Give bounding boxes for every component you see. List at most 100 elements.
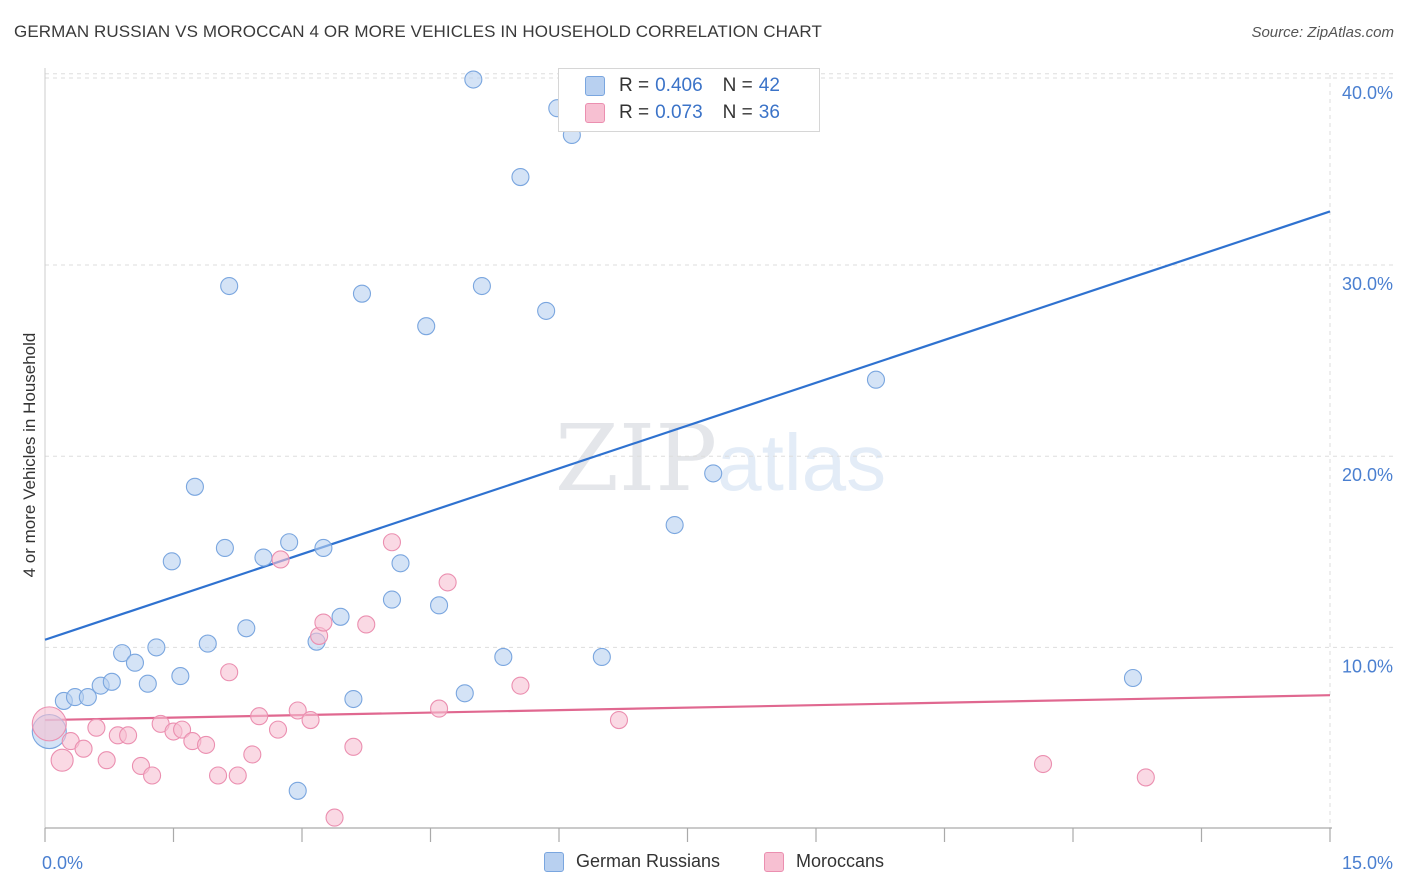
data-point-moroccans [31, 706, 67, 742]
data-point-moroccans [143, 766, 162, 785]
legend-n-label: N = [722, 75, 753, 96]
data-point-moroccans [609, 711, 629, 730]
data-point-moroccans [314, 613, 333, 632]
y-tick-label: 20.0% [1342, 465, 1393, 485]
data-point-german-russians [866, 370, 886, 389]
data-point-moroccans [208, 766, 228, 785]
data-point-moroccans [1033, 754, 1053, 774]
watermark: ZIPatlas [555, 405, 886, 512]
data-point-german-russians [138, 674, 157, 693]
watermark-zip: ZIP [555, 405, 718, 512]
data-point-german-russians [288, 781, 307, 800]
legend-n-value: 36 [758, 102, 780, 123]
data-point-german-russians [78, 688, 97, 707]
y-tick-label: 40.0% [1342, 83, 1393, 103]
legend-label-moroccans: Moroccans [796, 851, 885, 871]
data-point-german-russians [472, 276, 491, 296]
data-point-moroccans [301, 711, 320, 730]
legend-swatch-blue [585, 76, 605, 96]
legend-r-label: R = [619, 75, 650, 96]
data-point-moroccans [173, 720, 192, 739]
data-point-german-russians [1123, 668, 1143, 688]
legend-row-german-russians: R = 0.406 N = 42 [585, 73, 780, 99]
data-point-german-russians [455, 684, 474, 703]
data-point-german-russians [537, 301, 556, 320]
data-point-german-russians [344, 689, 363, 709]
legend-label-german-russians: German Russians [576, 851, 721, 871]
trend-line-moroccans [44, 694, 1331, 722]
data-point-moroccans [357, 615, 376, 634]
data-point-moroccans [382, 533, 402, 552]
data-point-german-russians [314, 538, 333, 558]
data-point-moroccans [243, 745, 262, 764]
data-points [31, 70, 1155, 827]
data-point-german-russians [391, 554, 410, 573]
correlation-legend: R = 0.406 N = 42 R = 0.073 N = 36 [558, 68, 820, 132]
data-point-german-russians [185, 477, 204, 496]
data-point-german-russians [352, 284, 372, 303]
data-point-german-russians [464, 70, 483, 89]
data-point-moroccans [220, 663, 239, 682]
data-point-german-russians [382, 590, 402, 609]
data-point-german-russians [417, 317, 436, 336]
data-point-german-russians [102, 672, 121, 691]
data-point-german-russians [198, 634, 217, 653]
grid-lines [45, 73, 1395, 828]
data-point-german-russians [331, 607, 350, 626]
legend-item-moroccans[interactable]: Moroccans [764, 851, 884, 872]
tick-labels: 10.0% 20.0% 30.0% 40.0% 0.0% 15.0% [42, 83, 1393, 873]
data-point-german-russians [125, 653, 144, 672]
legend-r-label: R = [619, 102, 650, 123]
x-tick-label-max: 15.0% [1342, 853, 1393, 873]
legend-row-moroccans: R = 0.073 N = 36 [585, 100, 780, 126]
data-point-german-russians [665, 515, 684, 535]
data-point-moroccans [119, 726, 138, 745]
data-point-german-russians [511, 167, 530, 187]
legend-r-value: 0.406 [655, 75, 703, 96]
x-tick-label-min: 0.0% [42, 853, 83, 873]
data-point-german-russians [113, 644, 132, 663]
data-point-moroccans [74, 739, 93, 758]
data-point-moroccans [250, 707, 269, 726]
data-point-german-russians [237, 619, 256, 638]
data-point-moroccans [97, 751, 116, 770]
data-point-moroccans [197, 735, 216, 754]
chart-title: GERMAN RUSSIAN VS MOROCCAN 4 OR MORE VEH… [14, 22, 822, 41]
data-point-moroccans [50, 748, 74, 772]
watermark-atlas: atlas [717, 418, 887, 507]
data-point-moroccans [344, 737, 363, 756]
data-point-moroccans [438, 573, 457, 592]
data-point-moroccans [1136, 768, 1155, 787]
data-point-german-russians [220, 276, 239, 296]
legend-n-label: N = [722, 102, 753, 123]
data-point-german-russians [147, 638, 166, 657]
trend-line-german-russians [44, 210, 1331, 641]
data-point-german-russians [494, 647, 513, 667]
legend-n-value: 42 [758, 75, 780, 96]
legend-swatch-pink [764, 851, 784, 872]
data-point-moroccans [288, 701, 307, 720]
data-point-moroccans [430, 699, 449, 718]
data-point-german-russians [430, 596, 449, 615]
y-tick-label: 10.0% [1342, 656, 1393, 676]
data-point-german-russians [215, 538, 234, 558]
series-legend: German Russians Moroccans [0, 851, 1406, 877]
source-label: Source: ZipAtlas.com [1251, 24, 1394, 41]
data-point-moroccans [271, 550, 290, 569]
data-point-german-russians [280, 533, 299, 552]
data-point-german-russians [704, 464, 723, 483]
data-point-moroccans [511, 676, 530, 695]
data-point-german-russians [592, 647, 611, 667]
data-point-german-russians [171, 667, 190, 686]
data-point-moroccans [228, 766, 247, 785]
data-point-moroccans [268, 720, 288, 739]
legend-swatch-blue [544, 851, 564, 872]
y-tick-label: 30.0% [1342, 274, 1393, 294]
axes [44, 68, 1332, 842]
data-point-german-russians [254, 548, 273, 567]
data-point-german-russians [162, 552, 181, 571]
data-point-moroccans [87, 718, 106, 737]
legend-item-german-russians[interactable]: German Russians [544, 851, 720, 872]
data-point-moroccans [325, 808, 344, 827]
